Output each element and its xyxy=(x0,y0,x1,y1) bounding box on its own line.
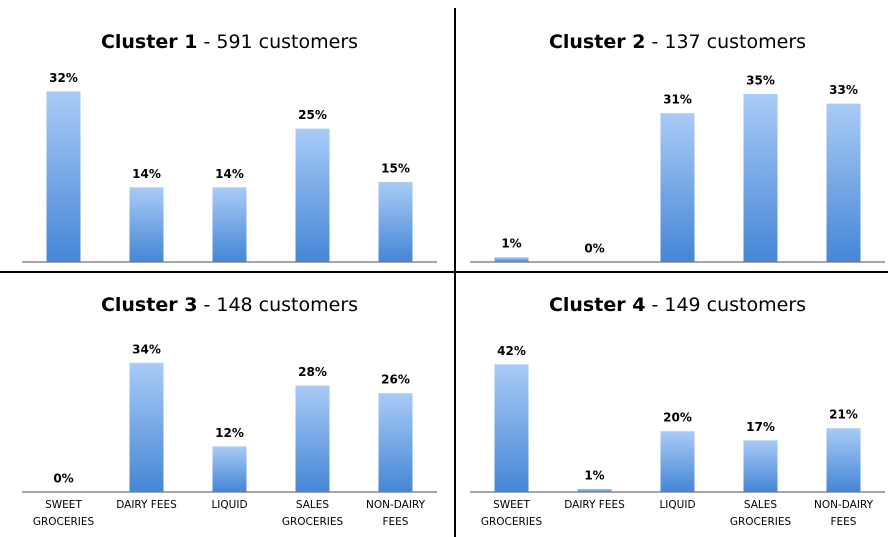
value-label: 31% xyxy=(663,93,692,107)
bar xyxy=(743,440,778,492)
bar xyxy=(826,103,861,262)
x-tick-label: NON-DAIRY FEES xyxy=(814,499,874,528)
title-name: Cluster 2 xyxy=(549,31,645,53)
bar xyxy=(129,362,164,492)
value-label: 0% xyxy=(53,472,73,486)
x-tick-label: LIQUID xyxy=(211,499,247,511)
bar xyxy=(295,128,330,262)
x-tick-label: SALES GROCERIES xyxy=(282,499,344,528)
x-tick-label: SWEET GROCERIES xyxy=(481,499,543,528)
value-label: 0% xyxy=(584,242,604,256)
title-detail: - 591 customers xyxy=(203,31,358,53)
x-tick-label: SWEET GROCERIES xyxy=(33,499,95,528)
title-detail: - 149 customers xyxy=(651,294,806,316)
bar xyxy=(378,182,413,262)
bar xyxy=(743,94,778,262)
title-name: Cluster 3 xyxy=(101,294,197,316)
bar xyxy=(295,385,330,492)
x-tick-label: DAIRY FEES xyxy=(116,499,177,511)
value-label: 32% xyxy=(49,71,78,85)
x-tick-label: NON-DAIRY FEES xyxy=(366,499,426,528)
value-label: 14% xyxy=(132,167,161,181)
bar xyxy=(660,113,695,262)
value-label: 14% xyxy=(215,167,244,181)
bar xyxy=(494,257,529,262)
value-label: 21% xyxy=(829,408,858,422)
bar xyxy=(129,187,164,262)
bar xyxy=(826,428,861,492)
x-tick-label: LIQUID xyxy=(659,499,695,511)
title-name: Cluster 4 xyxy=(549,294,645,316)
bar xyxy=(494,364,529,492)
value-label: 42% xyxy=(497,344,526,358)
title-detail: - 137 customers xyxy=(651,31,806,53)
chart-title: Cluster 3 - 148 customers xyxy=(101,294,358,316)
bar xyxy=(577,488,612,492)
bar xyxy=(212,187,247,262)
value-label: 25% xyxy=(298,108,327,122)
value-label: 15% xyxy=(381,162,410,176)
chart-title: Cluster 4 - 149 customers xyxy=(549,294,806,316)
value-label: 28% xyxy=(298,365,327,379)
value-label: 33% xyxy=(829,83,858,97)
bar xyxy=(46,91,81,262)
value-label: 17% xyxy=(746,420,775,434)
title-detail: - 148 customers xyxy=(203,294,358,316)
chart-title: Cluster 1 - 591 customers xyxy=(101,31,358,53)
value-label: 26% xyxy=(381,373,410,387)
bar xyxy=(660,431,695,492)
bar xyxy=(378,393,413,492)
title-name: Cluster 1 xyxy=(101,31,197,53)
value-label: 34% xyxy=(132,342,161,356)
value-label: 1% xyxy=(501,237,521,251)
x-tick-label: SALES GROCERIES xyxy=(730,499,792,528)
value-label: 12% xyxy=(215,426,244,440)
value-label: 20% xyxy=(663,411,692,425)
bar xyxy=(212,446,247,492)
value-label: 1% xyxy=(584,468,604,482)
chart-title: Cluster 2 - 137 customers xyxy=(549,31,806,53)
value-label: 35% xyxy=(746,74,775,88)
x-tick-label: DAIRY FEES xyxy=(564,499,625,511)
